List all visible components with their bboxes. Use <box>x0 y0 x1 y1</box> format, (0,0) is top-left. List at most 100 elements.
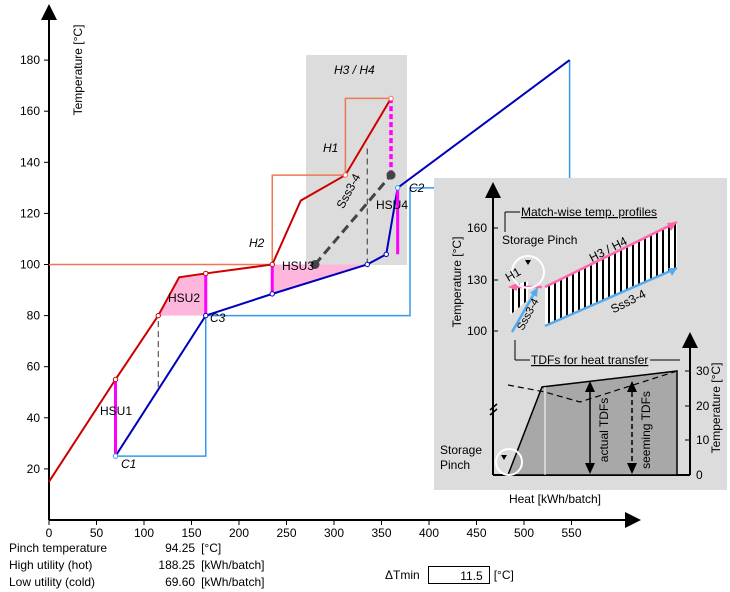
y-tick-label: 100 <box>20 258 40 272</box>
table-row: Pinch temperature 94.25 [°C] <box>9 540 264 557</box>
x-tick-label: 0 <box>46 526 53 540</box>
chart-annotation: HSU4 <box>376 198 408 212</box>
point-marker <box>112 453 119 459</box>
pinch-marker <box>501 455 507 460</box>
dtmin-label: ΔTmin <box>385 568 420 582</box>
sss-profile <box>544 266 678 328</box>
x-tick-label: 550 <box>561 526 581 540</box>
y-tick-label: 20 <box>27 462 41 476</box>
point-marker <box>394 185 401 191</box>
point-marker <box>203 270 209 277</box>
arrowhead <box>530 287 538 297</box>
y-tick-label: 60 <box>27 360 41 374</box>
row-value: 94.25 <box>165 541 196 555</box>
y-tick-label: 120 <box>20 206 40 220</box>
inset-x-label: Heat [kWh/batch] <box>509 492 601 506</box>
x-tick-label: 200 <box>229 526 249 540</box>
axis-break-mark <box>489 408 498 416</box>
arrowhead <box>585 463 595 474</box>
storage-point <box>386 170 396 180</box>
hsu2-area <box>158 273 206 316</box>
storage-pinch-bottom-2: Pinch <box>440 458 470 472</box>
y-tick-label: 40 <box>27 411 41 425</box>
pinch-marker <box>525 260 531 265</box>
dtmin-unit: [°C] <box>493 568 514 582</box>
inset-y-tick: 160 <box>467 221 487 235</box>
chart-annotation: H1 <box>323 141 338 155</box>
row-value: 188.25 <box>158 558 196 572</box>
seeming-tdf-line <box>507 370 678 403</box>
x-tick-label: 50 <box>90 526 104 540</box>
y-tick-label: 180 <box>20 53 40 67</box>
chart-annotation: HSU3 <box>282 259 314 273</box>
chart-annotation: H2 <box>249 236 265 250</box>
inset-right-tick: 0 <box>696 468 703 482</box>
chart-annotation: C3 <box>210 311 226 325</box>
chart-annotation: C2 <box>409 181 425 195</box>
x-tick-label: 150 <box>181 526 201 540</box>
storage-pinch-bottom-circle <box>495 448 523 476</box>
x-tick-label: 100 <box>134 526 154 540</box>
row-label: High utility (hot) <box>9 558 93 572</box>
y-tick-label: 140 <box>20 155 40 169</box>
x-tick-label: 250 <box>276 526 296 540</box>
x-tick-label: 350 <box>371 526 391 540</box>
series-line <box>49 97 391 266</box>
row-unit: [kWh/batch] <box>201 575 265 589</box>
actual-tdf-label: actual TDFs <box>597 398 611 462</box>
row-unit: [°C] <box>201 541 222 555</box>
dtmin-control: ΔTmin 11.5 [°C] <box>385 566 514 584</box>
row-unit: [kWh/batch] <box>201 558 265 572</box>
point-marker <box>383 251 389 257</box>
y-axis-label: Temperature [°C] <box>71 25 85 116</box>
inset-right-tick: 30 <box>696 364 710 378</box>
dtmin-input[interactable]: 11.5 <box>427 566 490 584</box>
point-marker <box>203 312 209 319</box>
point-marker <box>155 312 161 319</box>
storage-line <box>313 174 393 266</box>
point-marker <box>112 376 119 383</box>
h1-label: H1 <box>503 264 524 284</box>
x-tick-label: 400 <box>419 526 439 540</box>
chart-annotation: H3 / H4 <box>334 63 375 77</box>
table-row: High utility (hot) 188.25 [kWh/batch] <box>9 557 264 574</box>
inset-right-tick: 20 <box>696 399 710 413</box>
chart-annotation: C1 <box>121 457 136 471</box>
y-tick-label: 80 <box>27 309 41 323</box>
storage-pinch-bottom-1: Storage <box>440 443 482 457</box>
point-marker <box>364 261 370 268</box>
storage-pinch-top: Storage Pinch <box>502 233 577 247</box>
storage-point <box>310 260 320 269</box>
storage-pinch-circle <box>511 255 545 289</box>
row-label: Low utility (cold) <box>9 575 96 589</box>
point-marker <box>269 261 275 268</box>
inset-y-tick: 100 <box>467 324 487 338</box>
arrowhead <box>627 463 637 474</box>
inset-y-label: Temperature [°C] <box>450 237 464 328</box>
chart-annotation: HSU2 <box>168 291 200 305</box>
inset-right-label: Temperature [°C] <box>709 363 723 454</box>
match-label: Match-wise temp. profiles <box>521 205 657 219</box>
sss-small-profile <box>510 291 537 333</box>
arrowhead <box>668 268 677 276</box>
inset-panel: 160 130 100 Temperature [°C] 30 20 10 0 … <box>434 178 727 506</box>
row-value: 69.60 <box>165 575 196 589</box>
x-tick-label: 500 <box>514 526 534 540</box>
arrowhead <box>667 222 677 231</box>
point-marker <box>388 95 394 102</box>
row-label: Pinch temperature <box>9 541 108 555</box>
chart-annotation: HSU1 <box>100 404 132 418</box>
h34-profile <box>544 220 678 289</box>
arrowhead <box>627 381 637 392</box>
tdf-label: TDFs for heat transfer <box>531 353 648 367</box>
arrowhead <box>585 381 595 392</box>
inset-right-tick: 10 <box>696 433 710 447</box>
seeming-tdf-label: seeming TDFs <box>639 391 653 469</box>
y-tick-label: 160 <box>20 104 40 118</box>
results-table: Pinch temperature 94.25 [°C] High utilit… <box>9 540 264 591</box>
hatched-tdf-region <box>545 222 677 326</box>
x-tick-label: 450 <box>466 526 486 540</box>
inset-y-tick: 130 <box>467 273 487 287</box>
highlight-region <box>306 55 407 265</box>
